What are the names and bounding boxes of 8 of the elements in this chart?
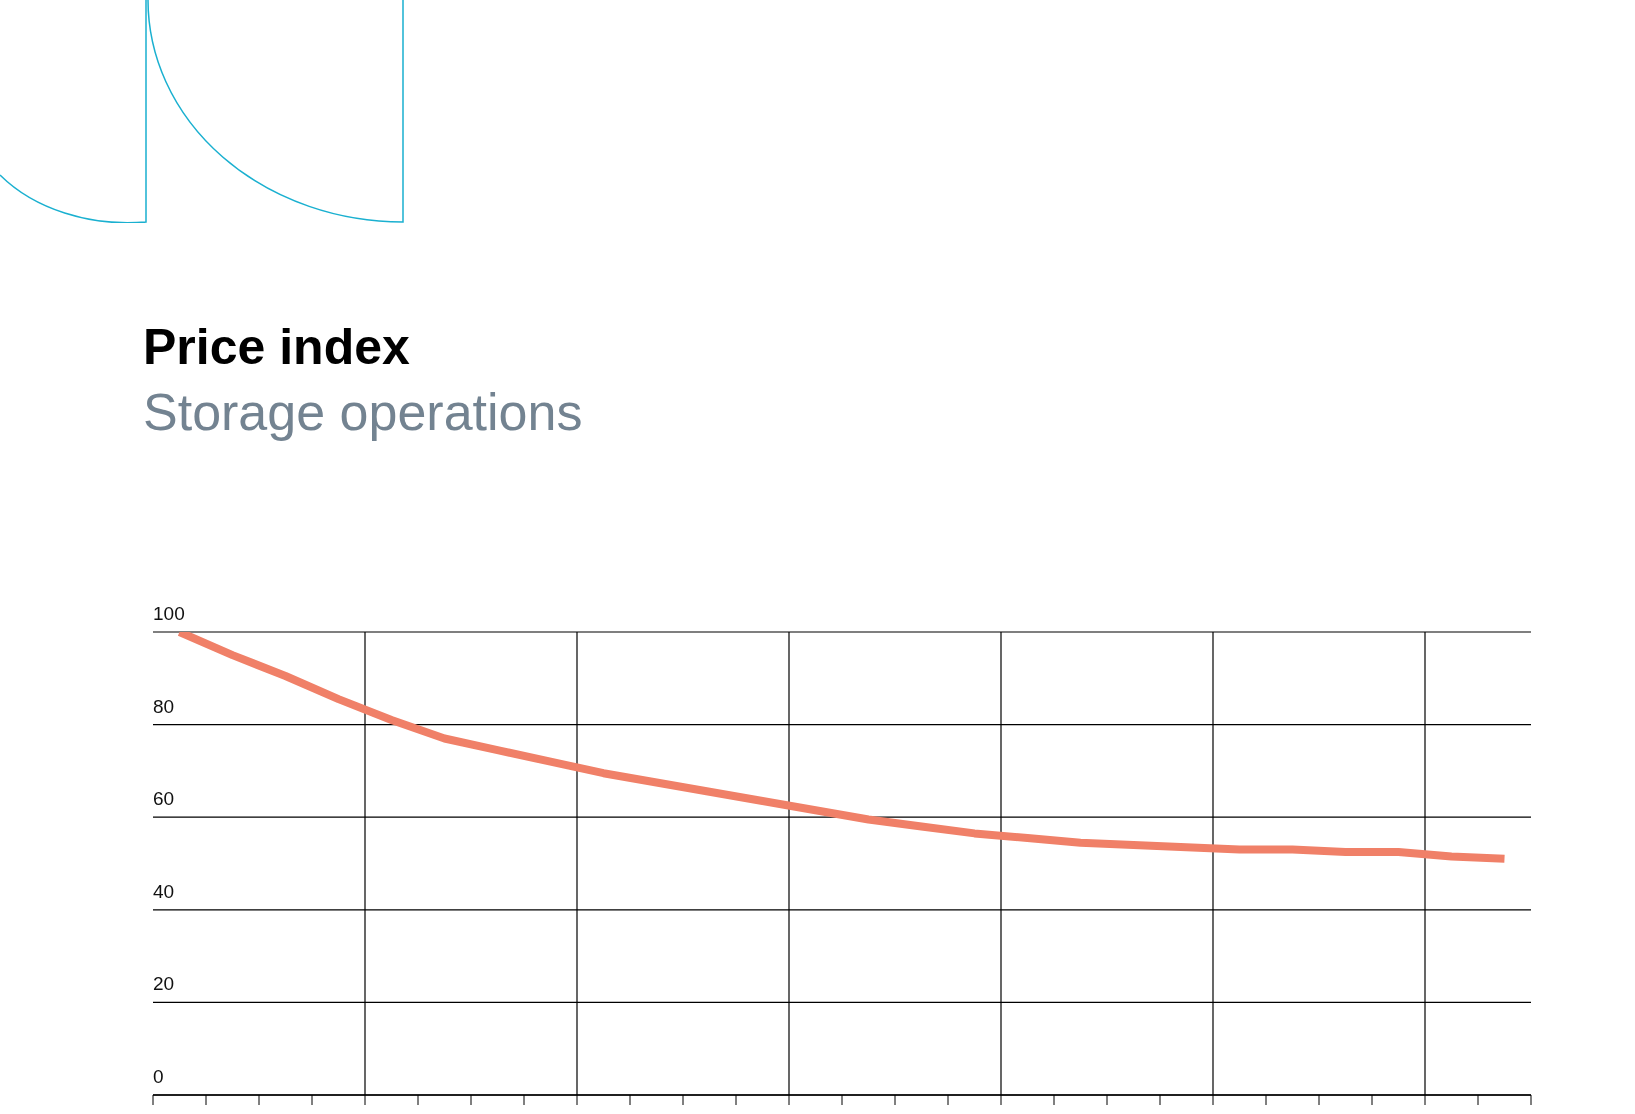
y-tick-label: 100 (153, 603, 185, 624)
y-tick-label: 60 (153, 788, 175, 810)
y-tick-label: 20 (153, 973, 175, 995)
chart-subtitle: Storage operations (143, 382, 583, 442)
y-tick-label: 80 (153, 695, 175, 717)
chart-title: Price index (143, 318, 410, 376)
y-tick-label: 40 (153, 880, 175, 902)
y-tick-label: 0 (153, 1066, 164, 1087)
